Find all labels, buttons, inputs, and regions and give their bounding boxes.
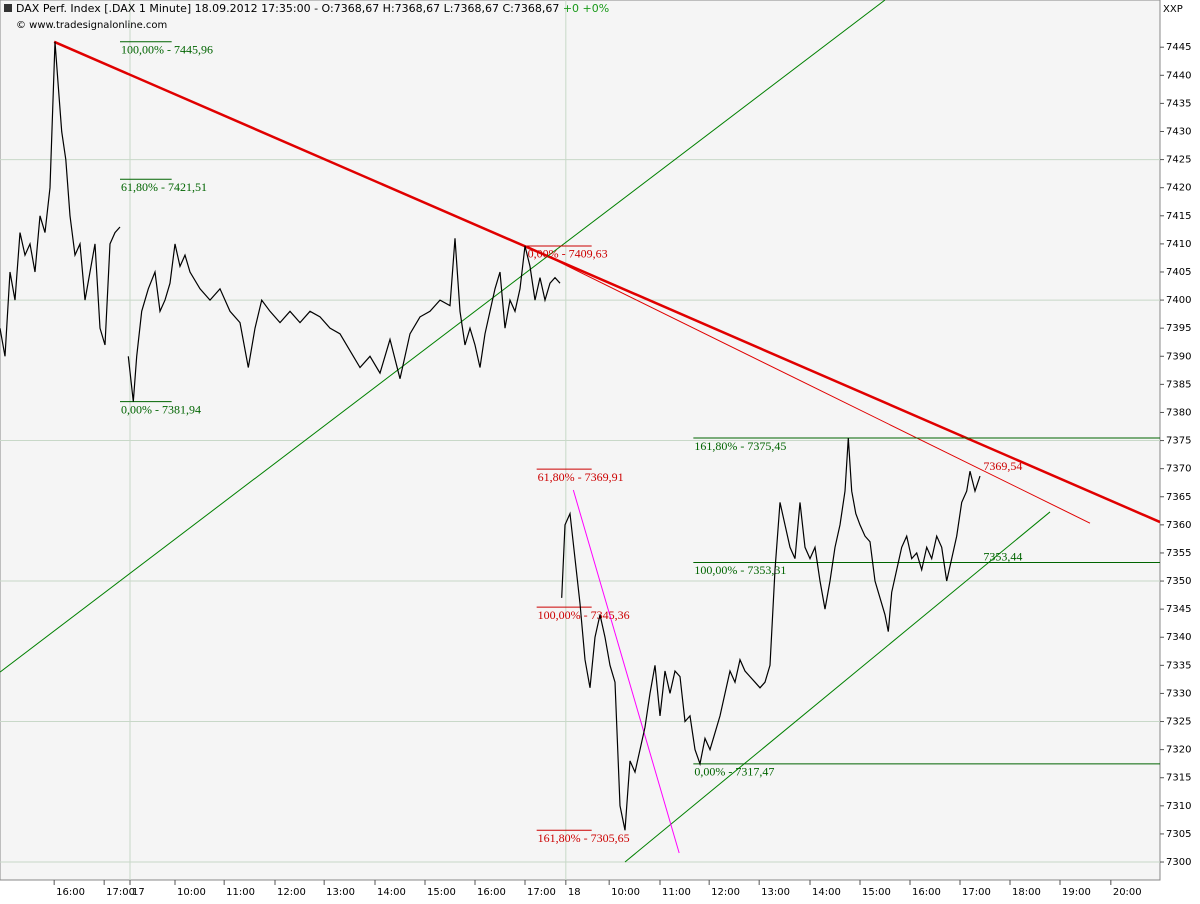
symbol: XXP (1163, 4, 1183, 15)
y-tick-label: 7385 (1166, 379, 1191, 390)
trend-line (0, 0, 886, 673)
y-tick-label: 7315 (1166, 773, 1191, 784)
point-label: 7353,44 (983, 549, 1022, 563)
y-tick-label: 7305 (1166, 829, 1191, 840)
x-tick-label: 10:00 (611, 887, 640, 898)
y-tick-label: 7405 (1166, 267, 1191, 278)
x-tick-label: 12:00 (277, 887, 306, 898)
y-tick-label: 7430 (1166, 126, 1191, 137)
x-tick-label: 13:00 (761, 887, 790, 898)
fib-label: 61,80% - 7421,51 (121, 180, 207, 194)
fib-label: 61,80% - 7369,91 (538, 470, 624, 484)
y-tick-label: 7370 (1166, 464, 1191, 475)
x-tick-label: 12:00 (711, 887, 740, 898)
y-tick-label: 7310 (1166, 801, 1191, 812)
x-tick-label: 13:00 (326, 887, 355, 898)
trend-line (53, 40, 1160, 524)
y-tick-label: 7425 (1166, 155, 1191, 166)
y-tick-label: 7335 (1166, 660, 1191, 671)
x-tick-label: 14:00 (377, 887, 406, 898)
y-tick-label: 7330 (1166, 688, 1191, 699)
trend-line (572, 489, 680, 854)
x-tick-label: 17:00 (962, 887, 991, 898)
x-tick-label: 17 (132, 887, 145, 898)
fib-label: 100,00% - 7445,96 (121, 43, 213, 57)
header: DAX Perf. Index [.DAX 1 Minute] 18.09.20… (16, 2, 609, 15)
x-tick-label: 20:00 (1113, 887, 1142, 898)
x-tick-label: 11:00 (226, 887, 255, 898)
x-tick-label: 15:00 (427, 887, 456, 898)
fib-label: 0,00% - 7381,94 (121, 402, 201, 416)
y-tick-label: 7435 (1166, 98, 1191, 109)
source: © www.tradesignalonline.com (16, 20, 167, 31)
x-tick-label: 16:00 (477, 887, 506, 898)
fib-label: 0,00% - 7409,63 (528, 247, 608, 261)
price-line (0, 41, 981, 831)
header-text: DAX Perf. Index [.DAX 1 Minute] 18.09.20… (16, 2, 559, 15)
y-tick-label: 7350 (1166, 576, 1191, 587)
y-tick-label: 7355 (1166, 548, 1191, 559)
trend-line (624, 511, 1051, 863)
fib-label: 161,80% - 7305,65 (538, 831, 630, 845)
y-tick-label: 7340 (1166, 632, 1191, 643)
point-label: 7369,54 (983, 459, 1022, 473)
x-tick-label: 15:00 (862, 887, 891, 898)
y-tick-label: 7320 (1166, 745, 1191, 756)
y-tick-label: 7390 (1166, 351, 1191, 362)
fib-label: 0,00% - 7317,47 (694, 765, 774, 779)
y-tick-label: 7445 (1166, 42, 1191, 53)
x-tick-label: 18:00 (1012, 887, 1041, 898)
fib-label: 161,80% - 7375,45 (694, 439, 786, 453)
y-tick-label: 7365 (1166, 492, 1191, 503)
x-tick-label: 16:00 (56, 887, 85, 898)
fib-label: 100,00% - 7345,36 (538, 608, 630, 622)
fib-label: 100,00% - 7353,31 (694, 563, 786, 577)
y-tick-label: 7415 (1166, 211, 1191, 222)
x-tick-label: 16:00 (912, 887, 941, 898)
x-tick-label: 19:00 (1062, 887, 1091, 898)
y-tick-label: 7360 (1166, 520, 1191, 531)
plot: 100,00% - 7445,96 61,80% - 7421,51 0,00% -… (0, 0, 1160, 880)
trend-line (526, 245, 1091, 524)
y-tick-label: 7300 (1166, 857, 1191, 868)
y-tick-label: 7440 (1166, 70, 1191, 81)
y-tick-label: 7420 (1166, 183, 1191, 194)
plot-area (0, 0, 1161, 881)
header-icon (4, 4, 12, 12)
x-tick-label: 10:00 (177, 887, 206, 898)
x-tick-label: 17:00 (106, 887, 135, 898)
y-tick-label: 7395 (1166, 323, 1191, 334)
y-tick-label: 7325 (1166, 717, 1191, 728)
x-tick-label: 17:00 (527, 887, 556, 898)
x-tick-label: 14:00 (812, 887, 841, 898)
y-tick-label: 7375 (1166, 436, 1191, 447)
x-tick-label: 18 (568, 887, 581, 898)
y-tick-label: 7410 (1166, 239, 1191, 250)
y-tick-label: 7345 (1166, 604, 1191, 615)
y-tick-label: 7380 (1166, 407, 1191, 418)
y-tick-label: 7400 (1166, 295, 1191, 306)
x-tick-label: 11:00 (662, 887, 691, 898)
header-change: +0 +0% (563, 2, 609, 15)
